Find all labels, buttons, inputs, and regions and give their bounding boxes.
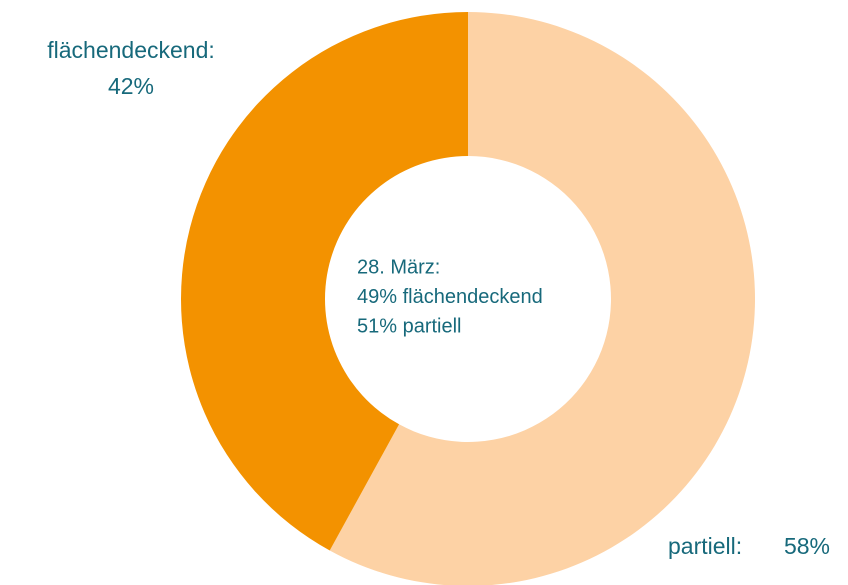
center-annotation-line: 49% flächendeckend <box>357 286 543 308</box>
center-annotation-line: 51% partiell <box>357 315 462 337</box>
slice-label: partiell: <box>668 533 742 559</box>
center-annotation-line: 28. März: <box>357 256 440 278</box>
donut-slice <box>329 12 755 585</box>
value-label: 58% <box>784 533 830 559</box>
donut-slice <box>180 12 468 551</box>
slice-label: flächendeckend: <box>47 37 215 63</box>
value-label: 42% <box>108 73 154 99</box>
